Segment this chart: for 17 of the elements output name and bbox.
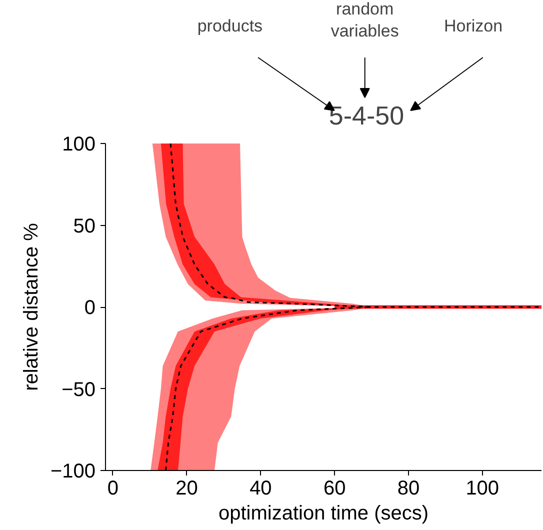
y-axis-title: relative distance %	[20, 222, 42, 391]
y-tick-label: 0	[84, 297, 96, 319]
x-tick-label: 100	[466, 478, 500, 500]
x-tick-label: 60	[323, 478, 346, 500]
chart-title: 5-4-50	[328, 100, 404, 130]
y-tick-label: 50	[73, 215, 96, 238]
y-tick-label: −100	[50, 460, 96, 482]
text: random variables	[330, 0, 399, 40]
x-tick-label: 20	[176, 478, 198, 500]
x-axis-title: optimization time (secs)	[218, 502, 429, 524]
x-tick-label: 0	[107, 478, 118, 500]
text: Horizon	[444, 16, 503, 36]
x-tick-label: 80	[397, 478, 420, 500]
y-tick-label: 100	[62, 134, 96, 156]
text: products	[197, 16, 263, 36]
x-tick-label: 40	[250, 478, 272, 500]
y-tick-label: −50	[62, 378, 96, 401]
